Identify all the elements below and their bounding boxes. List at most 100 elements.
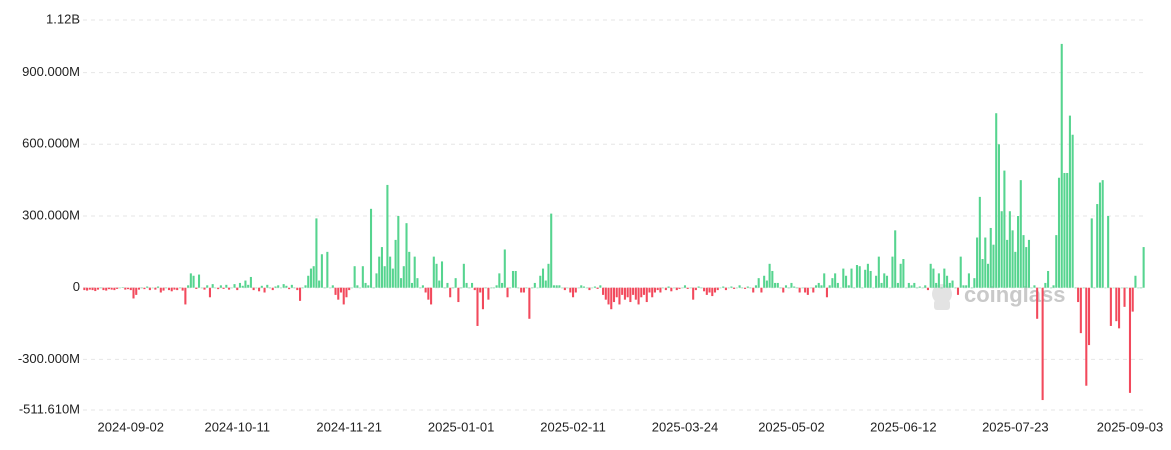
bar <box>266 284 269 288</box>
bar <box>877 256 880 288</box>
x-tick-label: 2025-09-03 <box>1097 419 1164 434</box>
bar <box>667 286 670 288</box>
bar <box>288 287 291 290</box>
bar <box>479 287 482 293</box>
bar <box>416 278 419 288</box>
bar <box>1128 287 1132 393</box>
x-tick-label: 2025-02-11 <box>540 419 606 434</box>
bar <box>634 287 637 300</box>
bar <box>446 282 449 288</box>
bar <box>585 287 588 289</box>
bar <box>823 273 826 288</box>
bar <box>607 287 610 305</box>
bar <box>107 287 110 290</box>
bar <box>1082 287 1085 289</box>
bar <box>981 259 984 288</box>
bar <box>602 287 605 295</box>
bar <box>468 287 471 289</box>
bar <box>299 287 302 301</box>
bar <box>637 287 640 305</box>
bar <box>225 284 228 288</box>
bar <box>1104 287 1107 289</box>
bar <box>905 287 908 289</box>
bar <box>359 287 362 289</box>
bar <box>1019 180 1022 288</box>
bar <box>629 287 632 303</box>
bar <box>481 287 484 310</box>
bar <box>195 287 198 289</box>
bar <box>913 282 916 288</box>
bar <box>511 270 515 288</box>
bar <box>670 287 673 292</box>
bar <box>946 275 949 288</box>
bar <box>1085 287 1088 386</box>
bar <box>129 287 132 291</box>
bar <box>995 113 998 288</box>
bar <box>290 284 293 288</box>
bar <box>798 287 801 293</box>
bar <box>140 287 143 289</box>
bar <box>708 287 711 293</box>
bar <box>124 287 127 290</box>
bar <box>885 275 889 288</box>
bar <box>137 287 141 290</box>
bar <box>105 287 108 291</box>
bar <box>364 282 367 288</box>
bar <box>1077 287 1080 303</box>
bar <box>1120 287 1123 289</box>
bar <box>476 287 479 326</box>
bar <box>1131 287 1134 312</box>
bar <box>1057 177 1061 288</box>
bar <box>233 284 236 288</box>
bar <box>1011 230 1014 288</box>
bar <box>334 287 337 295</box>
bar <box>744 287 747 289</box>
bar <box>937 273 940 288</box>
bar <box>116 287 119 289</box>
bar <box>424 287 427 293</box>
bar <box>110 287 113 290</box>
bar <box>814 285 818 288</box>
bar <box>454 278 457 288</box>
bar <box>258 287 261 292</box>
bar <box>771 270 774 288</box>
bar <box>924 285 927 288</box>
bar <box>978 196 981 288</box>
bar <box>520 287 523 293</box>
bar <box>1036 287 1039 319</box>
bar <box>91 287 94 291</box>
bar <box>304 285 307 288</box>
bar <box>1060 43 1063 288</box>
bar <box>566 287 569 289</box>
bar <box>361 266 364 288</box>
bar <box>279 287 282 289</box>
bar <box>473 287 476 291</box>
bar <box>121 287 124 288</box>
bar <box>96 287 100 290</box>
bar <box>864 269 867 288</box>
x-tick-label: 2024-09-02 <box>98 419 165 434</box>
bar <box>896 282 899 288</box>
bar <box>653 287 656 293</box>
bar <box>678 287 681 289</box>
bar <box>1033 285 1036 288</box>
bar <box>697 286 700 288</box>
bar <box>839 287 842 289</box>
bar <box>389 256 392 288</box>
bar <box>828 285 831 288</box>
bar <box>795 287 798 289</box>
bar <box>400 278 403 288</box>
bar <box>427 287 430 300</box>
bar <box>612 287 616 303</box>
bar <box>146 286 149 288</box>
bar <box>872 287 875 289</box>
bar <box>580 285 583 288</box>
bar <box>244 280 247 288</box>
bar <box>309 268 312 288</box>
bar <box>208 287 211 298</box>
bar <box>1107 216 1110 288</box>
bar <box>959 256 962 288</box>
bar <box>1071 134 1074 288</box>
bar <box>1126 287 1129 289</box>
bar <box>986 263 990 288</box>
